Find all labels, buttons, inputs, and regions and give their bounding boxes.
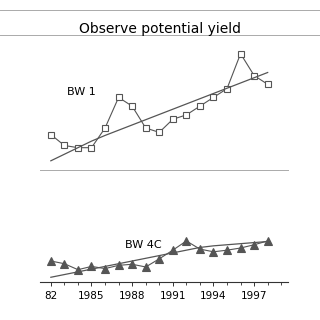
Text: BW 4C: BW 4C [125,240,162,250]
Text: BW 1: BW 1 [67,87,96,97]
Text: Observe potential yield: Observe potential yield [79,22,241,36]
